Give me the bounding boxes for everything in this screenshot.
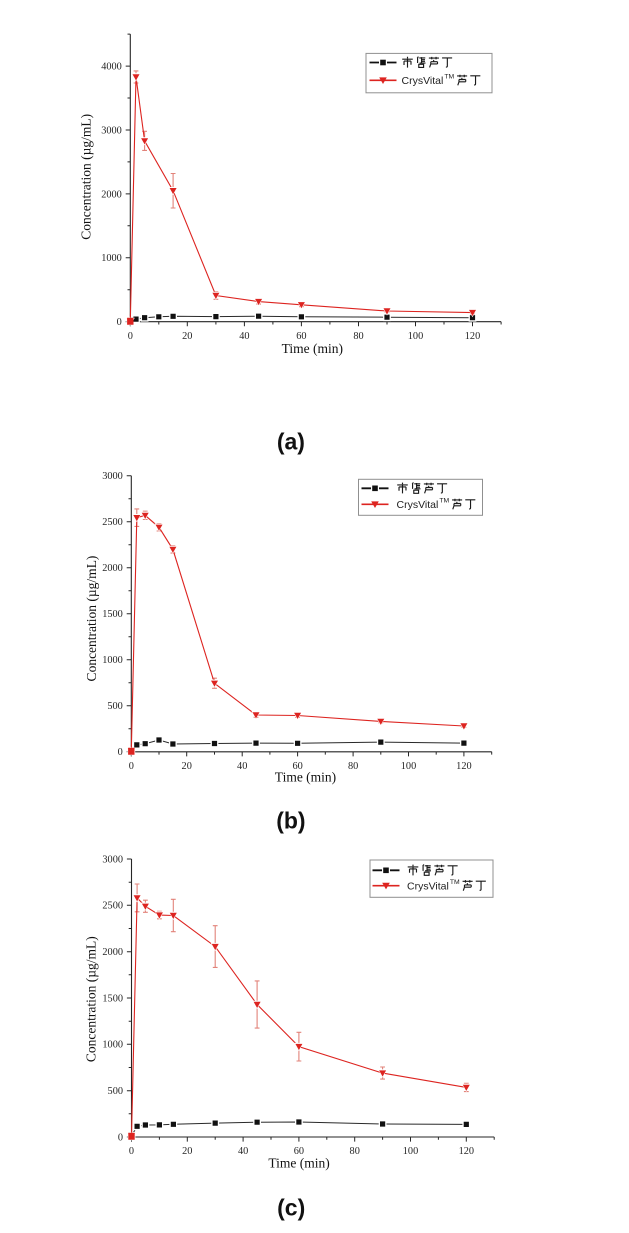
svg-text:TM: TM [450,879,460,886]
svg-text:80: 80 [348,761,358,772]
svg-text:(b): (b) [276,808,305,834]
svg-text:60: 60 [292,761,302,772]
svg-text:40: 40 [238,1146,248,1157]
svg-text:Time (min): Time (min) [282,341,343,356]
svg-text:120: 120 [465,331,480,342]
svg-text:1500: 1500 [102,993,123,1004]
svg-text:Concentration (µg/mL): Concentration (µg/mL) [78,114,93,240]
svg-text:2000: 2000 [102,563,123,574]
svg-text:3000: 3000 [101,125,122,136]
svg-text:Time (min): Time (min) [275,770,336,785]
svg-text:2000: 2000 [101,189,122,200]
svg-text:3000: 3000 [102,854,123,865]
svg-text:120: 120 [459,1146,474,1157]
svg-text:3000: 3000 [102,471,123,482]
svg-text:0: 0 [129,761,134,772]
svg-text:100: 100 [408,331,423,342]
svg-text:Concentration (µg/mL): Concentration (µg/mL) [84,556,99,682]
svg-text:CrysVital: CrysVital [402,75,444,87]
svg-text:1000: 1000 [102,1040,123,1051]
svg-text:TM: TM [444,74,454,81]
svg-text:2000: 2000 [102,947,123,958]
svg-text:2500: 2500 [102,517,123,528]
svg-text:120: 120 [456,761,471,772]
svg-text:1000: 1000 [101,253,122,264]
svg-text:40: 40 [239,331,249,342]
svg-text:0: 0 [117,317,122,328]
svg-text:TM: TM [439,498,449,505]
svg-text:20: 20 [182,1146,192,1157]
svg-text:20: 20 [182,761,192,772]
svg-text:(c): (c) [277,1194,305,1220]
svg-text:0: 0 [118,747,123,758]
svg-text:40: 40 [237,761,247,772]
svg-text:CrysVital: CrysVital [407,881,449,893]
svg-text:500: 500 [108,1086,123,1097]
svg-text:500: 500 [107,701,122,712]
svg-text:1000: 1000 [102,655,123,666]
svg-text:100: 100 [401,761,416,772]
svg-text:0: 0 [128,331,133,342]
svg-text:1500: 1500 [102,609,123,620]
svg-text:100: 100 [403,1146,418,1157]
svg-text:Concentration (µg/mL): Concentration (µg/mL) [83,936,98,1062]
svg-text:60: 60 [296,331,306,342]
svg-text:80: 80 [350,1146,360,1157]
svg-text:20: 20 [182,331,192,342]
svg-text:80: 80 [353,331,363,342]
svg-text:CrysVital: CrysVital [397,499,439,511]
svg-text:60: 60 [294,1146,304,1157]
svg-text:4000: 4000 [101,62,122,73]
svg-text:0: 0 [129,1146,134,1157]
svg-text:2500: 2500 [102,901,123,912]
svg-text:Time (min): Time (min) [268,1156,329,1171]
svg-text:0: 0 [118,1132,123,1143]
svg-text:(a): (a) [277,429,305,455]
